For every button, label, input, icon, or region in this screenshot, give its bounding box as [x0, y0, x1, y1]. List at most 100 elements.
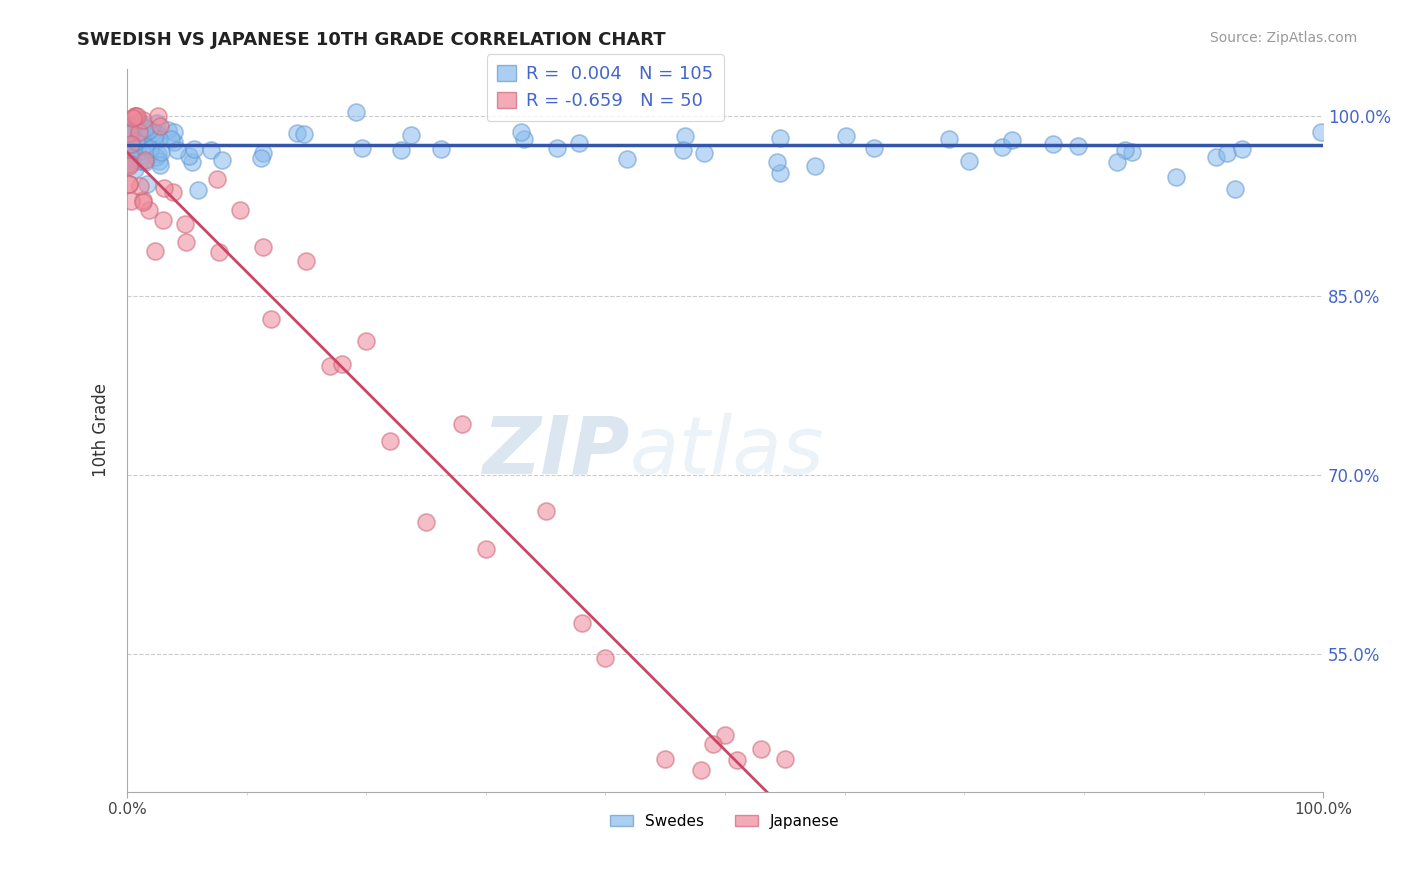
- Point: [166, 143, 188, 157]
- Point: [128, 124, 150, 138]
- Point: [174, 217, 197, 231]
- Point: [117, 157, 139, 171]
- Point: [136, 177, 159, 191]
- Point: [350, 140, 373, 154]
- Point: [252, 145, 274, 160]
- Point: [157, 122, 180, 136]
- Point: [141, 126, 163, 140]
- Point: [378, 434, 401, 448]
- Point: [142, 133, 165, 147]
- Point: [122, 128, 145, 142]
- Point: [177, 149, 200, 163]
- Point: [252, 240, 274, 254]
- Point: [152, 212, 174, 227]
- Point: [138, 122, 160, 136]
- Point: [118, 134, 141, 148]
- Point: [295, 253, 318, 268]
- Point: [117, 136, 139, 150]
- Point: [120, 153, 142, 168]
- Point: [120, 157, 142, 171]
- Point: [344, 105, 367, 120]
- Point: [991, 140, 1014, 154]
- Point: [259, 312, 281, 326]
- Point: [121, 127, 143, 141]
- Point: [148, 132, 170, 146]
- Point: [863, 141, 886, 155]
- Point: [146, 116, 169, 130]
- Point: [163, 135, 186, 149]
- Point: [128, 129, 150, 144]
- Point: [129, 144, 152, 158]
- Point: [124, 117, 146, 131]
- Point: [132, 113, 155, 128]
- Point: [451, 417, 474, 431]
- Point: [389, 143, 412, 157]
- Point: [1105, 155, 1128, 169]
- Point: [1042, 136, 1064, 151]
- Point: [131, 115, 153, 129]
- Point: [835, 128, 858, 143]
- Point: [129, 128, 152, 143]
- Point: [174, 235, 197, 250]
- Point: [134, 121, 156, 136]
- Point: [183, 142, 205, 156]
- Point: [1067, 138, 1090, 153]
- Point: [118, 159, 141, 173]
- Point: [1114, 143, 1136, 157]
- Point: [149, 120, 172, 134]
- Point: [117, 178, 139, 192]
- Point: [200, 144, 222, 158]
- Point: [131, 127, 153, 141]
- Point: [187, 183, 209, 197]
- Point: [131, 153, 153, 168]
- Point: [616, 153, 638, 167]
- Point: [693, 146, 716, 161]
- Point: [121, 137, 143, 152]
- Point: [124, 161, 146, 176]
- Point: [292, 127, 315, 141]
- Point: [145, 126, 167, 140]
- Point: [957, 153, 980, 168]
- Y-axis label: 10th Grade: 10th Grade: [93, 384, 110, 477]
- Point: [128, 137, 150, 152]
- Point: [208, 245, 231, 260]
- Point: [595, 650, 617, 665]
- Point: [672, 143, 695, 157]
- Point: [117, 131, 139, 145]
- Point: [534, 504, 557, 518]
- Point: [673, 128, 696, 143]
- Point: [1310, 125, 1333, 139]
- Point: [1205, 151, 1227, 165]
- Point: [132, 194, 155, 209]
- Text: Source: ZipAtlas.com: Source: ZipAtlas.com: [1209, 31, 1357, 45]
- Point: [120, 151, 142, 165]
- Point: [1232, 142, 1254, 156]
- Point: [127, 136, 149, 150]
- Point: [122, 117, 145, 131]
- Point: [146, 127, 169, 141]
- Point: [415, 515, 437, 529]
- Text: ZIP: ZIP: [482, 413, 630, 491]
- Point: [152, 180, 174, 194]
- Point: [938, 131, 960, 145]
- Point: [181, 154, 204, 169]
- Point: [138, 142, 160, 156]
- Point: [163, 125, 186, 139]
- Point: [132, 194, 155, 208]
- Point: [120, 194, 142, 208]
- Point: [145, 244, 167, 258]
- Point: [571, 615, 593, 630]
- Point: [160, 132, 183, 146]
- Point: [725, 753, 748, 767]
- Point: [766, 154, 789, 169]
- Point: [690, 764, 713, 778]
- Point: [749, 742, 772, 756]
- Point: [138, 203, 160, 218]
- Point: [475, 542, 498, 557]
- Point: [122, 112, 145, 126]
- Point: [399, 128, 422, 143]
- Point: [120, 118, 142, 132]
- Point: [128, 153, 150, 168]
- Point: [319, 359, 342, 374]
- Point: [134, 154, 156, 169]
